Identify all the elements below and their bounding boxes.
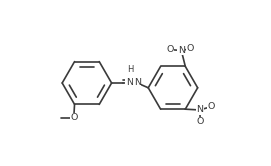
Text: N: N xyxy=(178,46,185,55)
Text: O: O xyxy=(166,45,174,54)
Text: N: N xyxy=(134,79,141,87)
Text: H: H xyxy=(127,65,133,74)
Text: O: O xyxy=(207,102,214,111)
Text: N: N xyxy=(126,79,133,87)
Text: O: O xyxy=(197,117,204,126)
Text: O: O xyxy=(186,44,194,53)
Text: N: N xyxy=(196,105,203,115)
Text: O: O xyxy=(70,113,78,123)
